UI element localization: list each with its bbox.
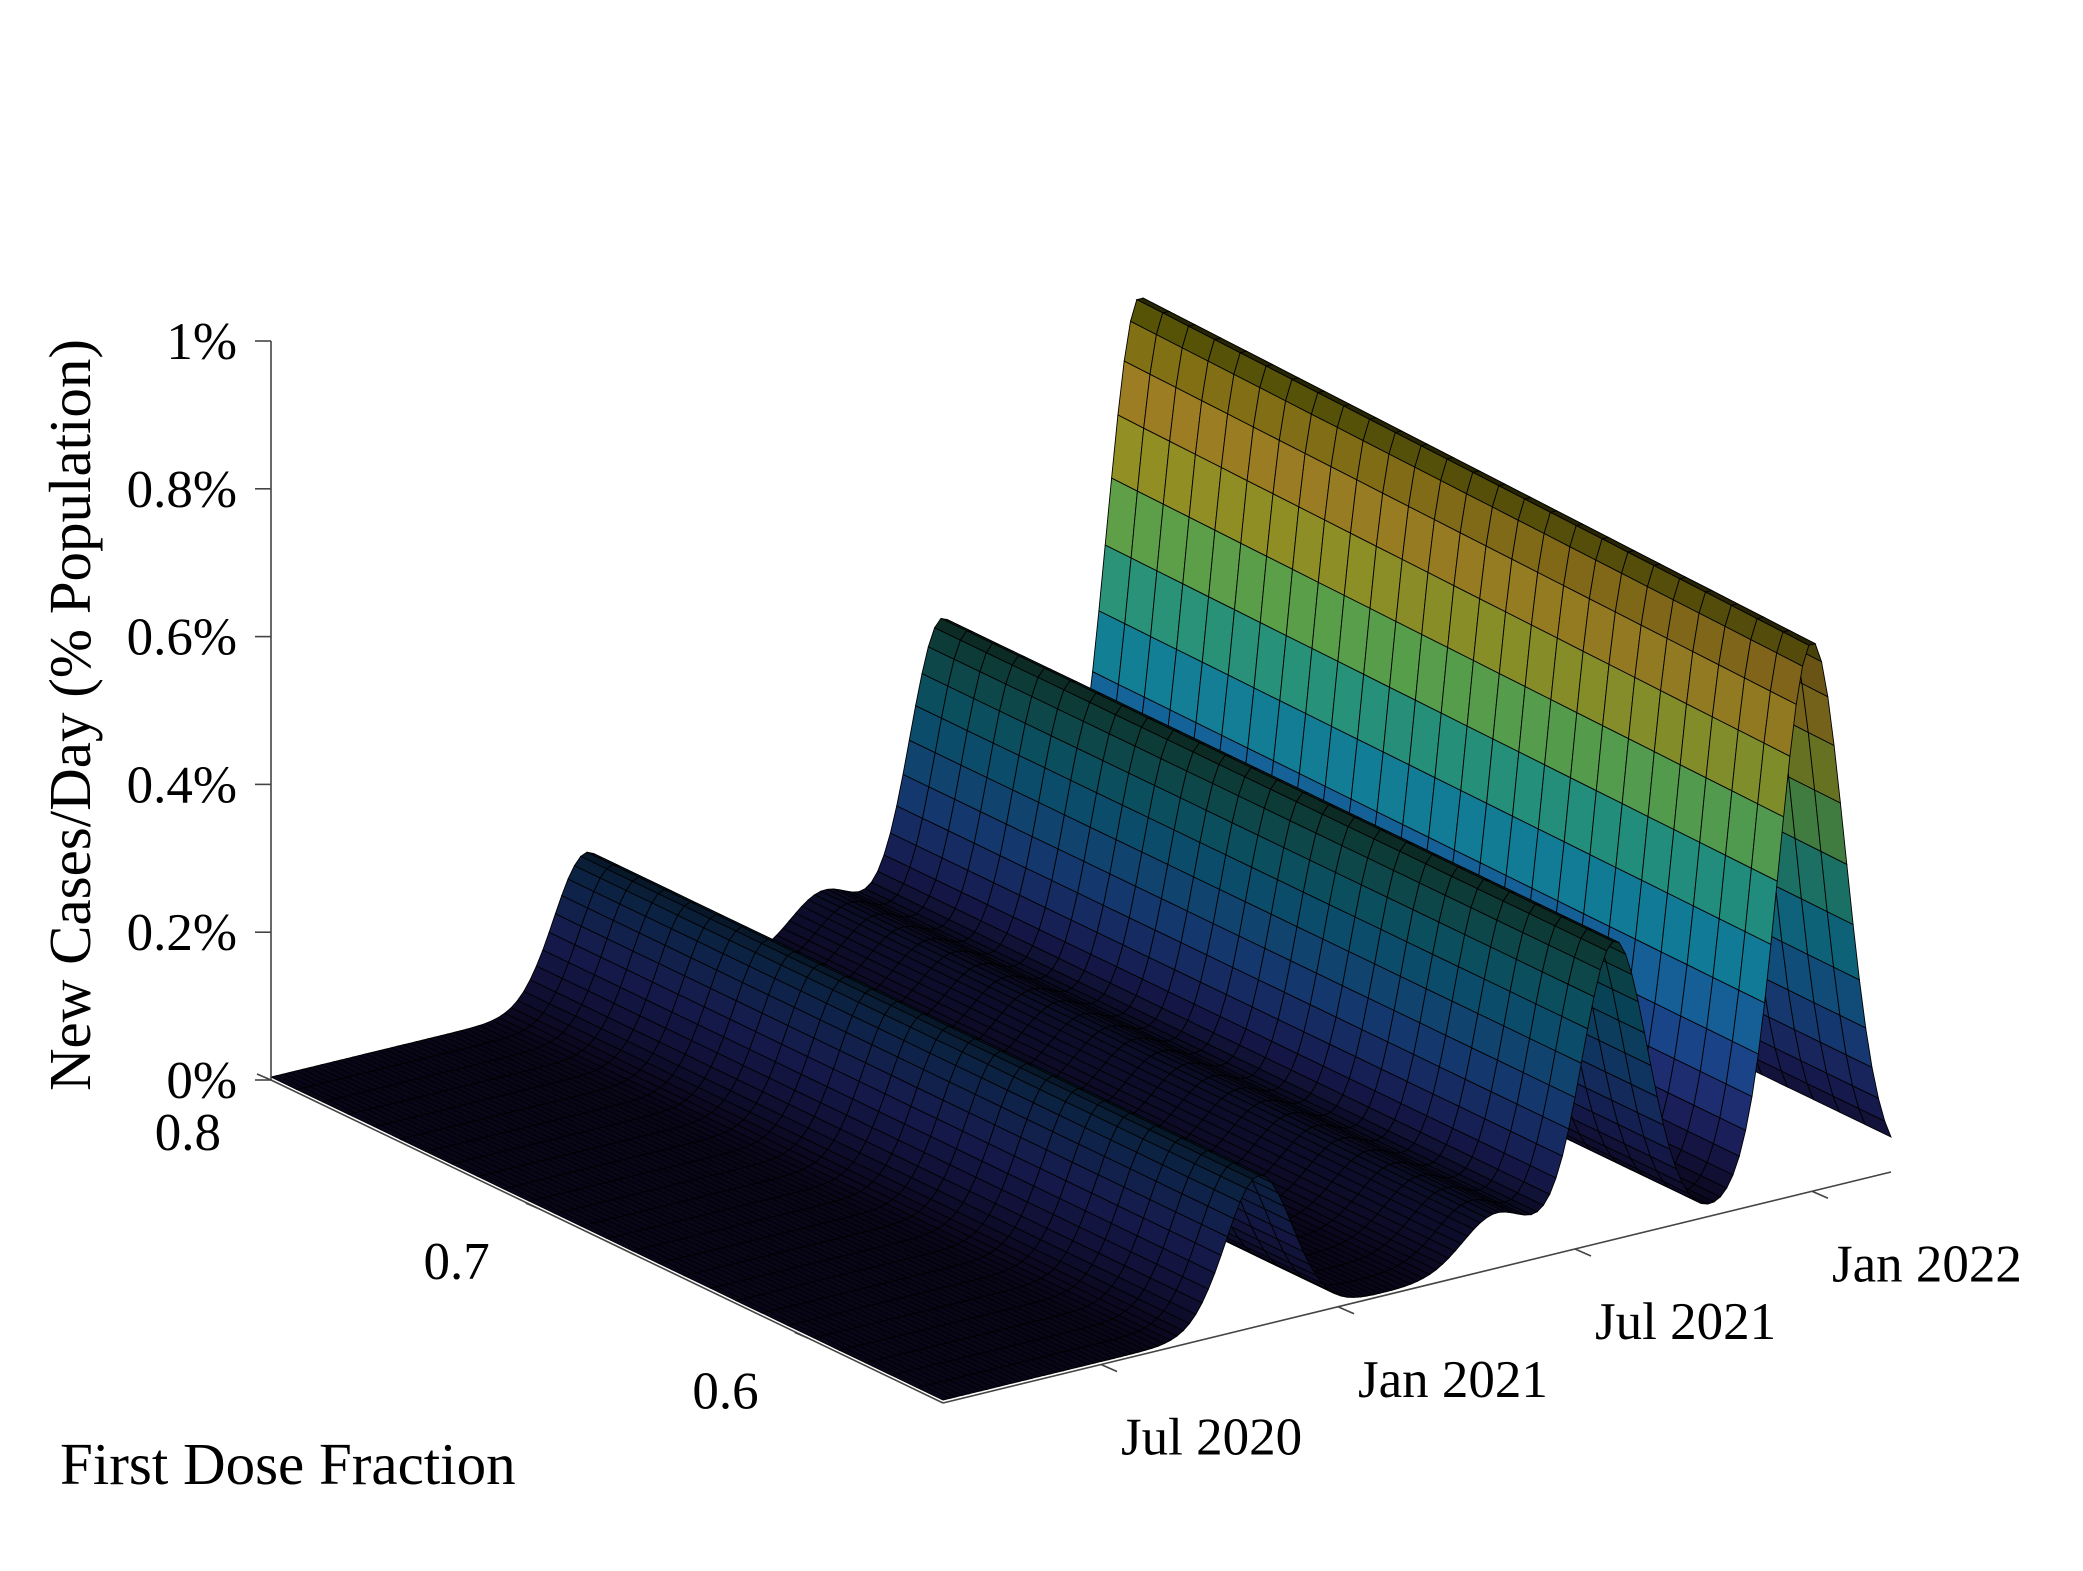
z-tick-label: 0.6% — [127, 609, 237, 667]
y-tick-mark — [256, 1073, 272, 1081]
y-tick-mark — [525, 1202, 541, 1210]
z-tick-label: 0% — [166, 1052, 237, 1110]
x-tick-label: Jul 2021 — [1595, 1293, 1776, 1351]
z-tick-label: 1% — [166, 313, 237, 371]
z-tick-label: 0.2% — [127, 904, 237, 962]
surface-plot — [269, 297, 1892, 1401]
axis-labels: New Cases/Day (% Population) First Dose … — [37, 339, 516, 1497]
x-tick-label: Jan 2022 — [1832, 1235, 2022, 1293]
surface-patch — [915, 1385, 951, 1401]
x-tick-label: Jul 2020 — [1121, 1409, 1302, 1467]
y-axis-line — [270, 1079, 944, 1404]
x-tick-mark — [1100, 1363, 1118, 1373]
x-tick-mark — [1337, 1306, 1355, 1315]
y-axis-label: First Dose Fraction — [60, 1431, 516, 1497]
x-tick-mark — [1574, 1248, 1592, 1257]
z-tick-label: 0.8% — [127, 461, 237, 519]
x-tick-mark — [1811, 1190, 1829, 1199]
z-axis-label: New Cases/Day (% Population) — [37, 339, 103, 1091]
surface-patch — [1750, 803, 1785, 882]
y-tick-mark — [794, 1331, 809, 1340]
y-tick-label: 0.8 — [155, 1104, 221, 1162]
x-tick-label: Jan 2021 — [1358, 1351, 1548, 1409]
y-tick-label: 0.7 — [424, 1233, 490, 1291]
y-tick-label: 0.6 — [692, 1362, 758, 1420]
axes: Jul 2020 Jan 2021 Jul 2021 Jan 2022 0.6 0.7 0.… — [127, 313, 2022, 1467]
z-tick-label: 0.4% — [127, 756, 237, 814]
surface-patch — [1744, 867, 1778, 946]
